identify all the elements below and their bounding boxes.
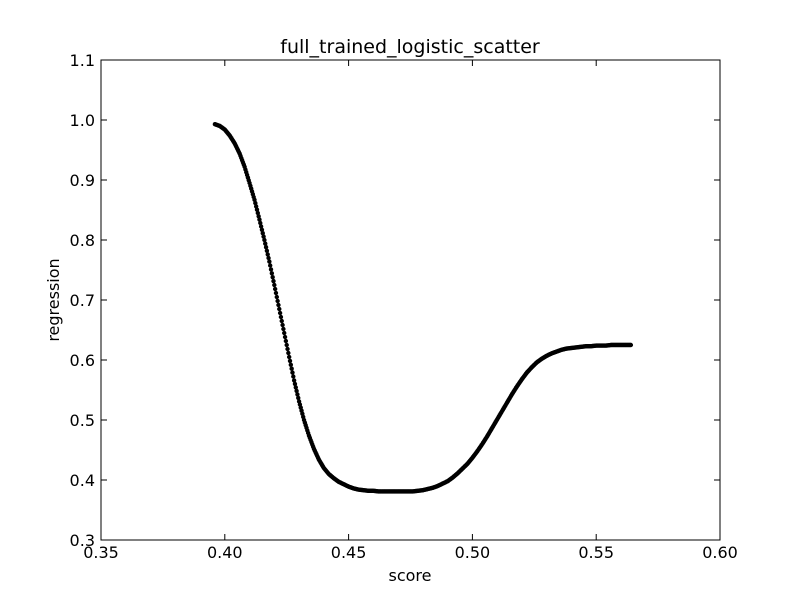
y-axis-label: regression xyxy=(44,258,63,341)
scatter-point xyxy=(277,310,283,316)
scatter-point xyxy=(288,362,294,367)
x-tick-label: 0.35 xyxy=(83,543,119,562)
scatter-point xyxy=(291,374,296,379)
scatter-point xyxy=(262,237,267,243)
plot-frame xyxy=(100,59,721,541)
scatter-point xyxy=(281,326,286,332)
scatter-point xyxy=(254,207,260,212)
scatter-point xyxy=(269,271,275,276)
scatter-point xyxy=(285,346,290,352)
scatter-point xyxy=(290,370,295,375)
scatter-point xyxy=(272,286,278,292)
scatter-point xyxy=(277,306,282,312)
scatter-point xyxy=(279,318,284,324)
scatter-point xyxy=(272,282,277,288)
y-tick-label: 0.9 xyxy=(70,171,95,190)
scatter-point xyxy=(282,330,287,336)
y-tick-label: 1.0 xyxy=(70,111,95,130)
x-axis: 0.35 0.40 0.45 0.50 0.55 0.60 xyxy=(83,60,738,562)
scatter-point xyxy=(261,234,266,239)
scatter-point xyxy=(289,366,294,371)
scatter-point xyxy=(268,267,274,272)
scatter-point xyxy=(280,322,285,328)
scatter-point xyxy=(271,278,276,284)
scatter-point xyxy=(295,392,300,397)
scatter-point xyxy=(255,210,261,216)
scatter-point xyxy=(278,314,284,320)
scatter-point xyxy=(253,204,259,209)
y-axis: 0.3 0.4 0.5 0.6 0.7 0.8 0.9 1.0 1.1 xyxy=(70,51,720,550)
x-tick-label: 0.40 xyxy=(207,543,243,562)
x-tick-label: 0.55 xyxy=(578,543,614,562)
scatter-point xyxy=(276,302,281,308)
x-tick-label: 0.45 xyxy=(331,543,367,562)
plot-area xyxy=(212,122,634,494)
y-tick-label: 1.1 xyxy=(70,51,95,70)
y-tick-label: 0.5 xyxy=(70,411,95,430)
scatter-point xyxy=(265,252,270,257)
scatter-point xyxy=(273,290,279,296)
scatter-point xyxy=(284,342,289,348)
x-tick-label: 0.60 xyxy=(702,543,738,562)
scatter-point xyxy=(259,227,265,232)
x-tick-label: 0.50 xyxy=(455,543,491,562)
scatter-point xyxy=(267,263,273,268)
scatter-point xyxy=(266,255,271,261)
scatter-point xyxy=(270,275,275,280)
y-tick-label: 0.8 xyxy=(70,231,95,250)
scatter-point xyxy=(258,220,263,226)
scatter-point xyxy=(294,388,299,394)
scatter-point xyxy=(292,381,298,387)
scatter-point xyxy=(258,224,264,229)
scatter-point xyxy=(296,395,301,401)
scatter-point xyxy=(274,294,279,300)
scatter-point xyxy=(628,342,634,348)
scatter-point xyxy=(267,259,272,264)
scatter-point xyxy=(293,385,298,390)
scatter-point xyxy=(283,338,289,344)
chart-title: full_trained_logistic_scatter xyxy=(280,36,540,58)
scatter-point xyxy=(287,358,293,364)
scatter-point xyxy=(286,350,291,356)
scatter-point xyxy=(291,378,297,383)
scatter-point xyxy=(260,231,265,236)
scatter-point xyxy=(263,241,268,246)
x-axis-label: score xyxy=(389,566,432,585)
scatter-point xyxy=(282,334,288,340)
y-tick-label: 0.6 xyxy=(70,351,95,370)
scatter-point xyxy=(252,197,257,202)
scatter-point xyxy=(257,217,262,222)
scatter-point xyxy=(286,354,292,360)
y-tick-label: 0.7 xyxy=(70,291,95,310)
scatter-point xyxy=(256,214,261,219)
scatter-point xyxy=(264,248,270,253)
scatter-point xyxy=(263,245,269,250)
scatter-point xyxy=(275,298,280,304)
scatter-point xyxy=(253,200,258,206)
y-tick-label: 0.3 xyxy=(70,531,95,550)
y-tick-label: 0.4 xyxy=(70,471,95,490)
